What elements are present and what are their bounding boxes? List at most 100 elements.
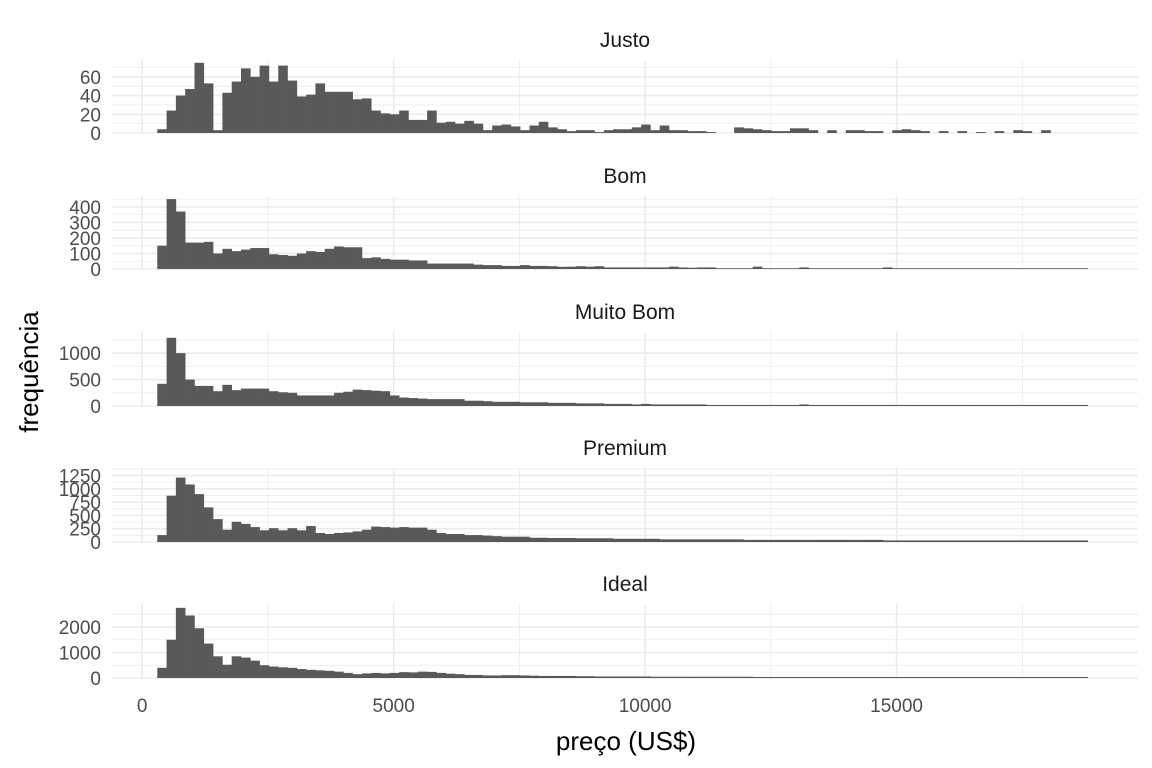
histogram-bar bbox=[659, 676, 670, 678]
histogram-bar bbox=[864, 131, 875, 133]
histogram-bar bbox=[938, 131, 949, 133]
histogram-bar bbox=[371, 526, 381, 542]
histogram-bar bbox=[817, 268, 828, 270]
histogram-bar bbox=[827, 404, 837, 406]
histogram-bar bbox=[855, 676, 865, 678]
histogram-bar bbox=[845, 676, 856, 678]
x-axis: 0 5000 10000 15000 bbox=[137, 696, 923, 717]
histogram-bar bbox=[399, 397, 409, 406]
histogram-bar bbox=[408, 527, 419, 542]
histogram-bar bbox=[315, 395, 326, 406]
histogram-bar bbox=[436, 399, 447, 406]
histogram-bar bbox=[575, 538, 586, 542]
histogram-bar bbox=[817, 404, 828, 406]
histogram-bar bbox=[845, 268, 856, 270]
histogram-bar bbox=[492, 125, 502, 133]
histogram-bar bbox=[613, 538, 623, 542]
histogram-bar bbox=[408, 672, 419, 678]
histogram-bar bbox=[966, 268, 977, 270]
histogram-bar bbox=[873, 131, 884, 133]
histogram-bar bbox=[976, 268, 986, 270]
histogram-bar bbox=[1031, 676, 1042, 678]
histogram-bar bbox=[492, 675, 502, 678]
histogram-bar bbox=[352, 531, 363, 542]
histogram-bar bbox=[938, 676, 949, 678]
histogram-bar bbox=[520, 675, 530, 678]
y-tick-label: 1000 bbox=[59, 480, 101, 501]
histogram-bar bbox=[268, 254, 279, 269]
histogram-bar bbox=[669, 676, 679, 678]
histogram-bar bbox=[380, 258, 391, 269]
histogram-bar bbox=[603, 267, 614, 269]
histogram-bar bbox=[752, 129, 763, 133]
histogram-bar bbox=[771, 268, 781, 270]
histogram-bar bbox=[892, 540, 902, 542]
histogram-bar bbox=[724, 676, 735, 678]
histogram-bar bbox=[594, 266, 605, 269]
histogram-bar bbox=[883, 267, 893, 269]
histogram-bar bbox=[175, 477, 186, 542]
histogram-bar bbox=[510, 536, 521, 542]
histogram-bar bbox=[966, 676, 977, 678]
histogram-bar bbox=[389, 395, 400, 406]
histogram-bar bbox=[706, 132, 716, 133]
histogram-bar bbox=[734, 404, 744, 406]
histogram-bar bbox=[752, 404, 763, 406]
histogram-bar bbox=[417, 527, 428, 542]
histogram-bar bbox=[669, 130, 679, 133]
histogram-bar bbox=[808, 268, 819, 270]
histogram-bar bbox=[650, 404, 661, 406]
histogram-bar bbox=[203, 507, 214, 542]
histogram-bar bbox=[631, 267, 642, 269]
histogram-bar bbox=[389, 259, 400, 269]
histogram-bar bbox=[157, 383, 167, 406]
histogram-bar bbox=[417, 119, 428, 133]
histogram-bar bbox=[203, 643, 214, 678]
histogram-bar bbox=[231, 81, 242, 133]
histogram-bar bbox=[1013, 676, 1023, 678]
histogram-bar bbox=[696, 539, 707, 542]
histogram-bar bbox=[1022, 540, 1033, 542]
histogram-bar bbox=[268, 666, 279, 678]
histogram-bar bbox=[985, 404, 995, 406]
histogram-bar bbox=[743, 404, 754, 406]
histogram-bar bbox=[789, 676, 800, 678]
facet-title: Ideal bbox=[602, 573, 648, 596]
histogram-bar bbox=[1059, 268, 1070, 270]
y-tick-label: 1000 bbox=[59, 344, 101, 365]
histogram-bar bbox=[510, 126, 521, 133]
histogram-bar bbox=[417, 260, 428, 269]
histogram-bar bbox=[510, 265, 521, 269]
histogram-bar bbox=[501, 124, 512, 133]
histogram-bar bbox=[343, 532, 353, 542]
histogram-bar bbox=[538, 265, 549, 269]
histogram-bar bbox=[836, 268, 847, 270]
histogram-bar bbox=[436, 532, 447, 542]
histogram-bar bbox=[482, 535, 493, 542]
histogram-bar bbox=[938, 540, 949, 542]
histogram-bar bbox=[445, 534, 456, 542]
histogram-bar bbox=[901, 676, 912, 678]
histogram-bar bbox=[157, 129, 167, 133]
histogram-bar bbox=[976, 132, 986, 133]
histogram-bar bbox=[278, 667, 288, 678]
histogram-bar bbox=[966, 404, 977, 406]
histogram-bar bbox=[864, 404, 875, 406]
histogram-bar bbox=[864, 268, 875, 270]
histogram-bar bbox=[1022, 268, 1033, 270]
histogram-bar bbox=[241, 68, 251, 133]
histogram-bar bbox=[259, 248, 270, 269]
histogram-bar bbox=[455, 674, 465, 678]
histogram-bar bbox=[1069, 404, 1079, 406]
histogram-bar bbox=[455, 399, 465, 406]
histogram-bar bbox=[529, 125, 540, 133]
histogram-bar bbox=[231, 251, 242, 269]
histogram-bar bbox=[780, 131, 791, 133]
histogram-bar bbox=[408, 119, 419, 133]
histogram-bar bbox=[482, 265, 493, 269]
histogram-bar bbox=[436, 122, 447, 133]
histogram-bar bbox=[901, 540, 912, 542]
histogram-bar bbox=[613, 676, 623, 678]
